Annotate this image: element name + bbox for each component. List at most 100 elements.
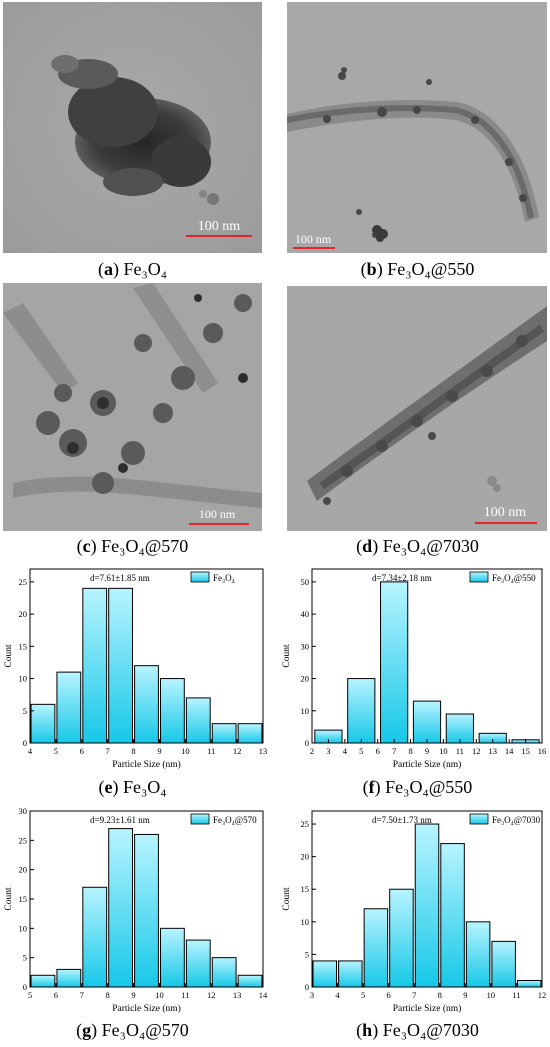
x-tick-label: 11 xyxy=(512,990,520,1000)
x-tick-label: 9 xyxy=(463,990,467,1000)
y-tick-label: 5 xyxy=(23,706,27,716)
x-tick-label: 5 xyxy=(54,746,58,756)
y-axis-label: Count xyxy=(4,887,14,911)
caption-name-c: Fe₃O₄@570 xyxy=(101,536,189,556)
y-tick-label: 20 xyxy=(301,674,310,684)
x-tick-label: 9 xyxy=(131,990,135,1000)
histogram-bar xyxy=(347,678,376,744)
histogram-bar xyxy=(237,723,263,744)
x-tick-label: 10 xyxy=(181,746,190,756)
histogram-bar xyxy=(185,697,211,744)
y-tick-label: 10 xyxy=(301,917,310,927)
y-tick-label: 20 xyxy=(19,865,28,875)
x-tick-label: 7 xyxy=(392,746,396,756)
plot-frame xyxy=(311,810,543,988)
x-tick-label: 3 xyxy=(310,990,314,1000)
x-tick-label: 5 xyxy=(361,990,365,1000)
legend-swatch xyxy=(469,813,489,825)
y-tick-label: 5 xyxy=(305,949,309,959)
histogram-bar xyxy=(414,823,440,988)
scale-label-b: 100 nm xyxy=(295,232,332,246)
x-tick-label: 4 xyxy=(343,746,348,756)
caption-c: (c) Fe₃O₄@570 xyxy=(76,536,189,556)
tem-micrograph-a: 100 nm xyxy=(3,2,262,253)
x-tick-label: 10 xyxy=(439,746,448,756)
y-axis-label: Count xyxy=(282,644,292,668)
histogram-bar xyxy=(56,671,82,744)
x-tick-label: 6 xyxy=(54,990,58,1000)
caption-letter-g: g xyxy=(82,1020,92,1040)
histogram-bar xyxy=(380,581,409,744)
legend-label: Fe₃O₄@7030 xyxy=(492,815,541,825)
x-axis-label: Particle Size (nm) xyxy=(112,759,181,770)
x-tick-label: 9 xyxy=(425,746,429,756)
caption-letter-e: e xyxy=(104,777,113,797)
caption-name-d: Fe₃O₄@7030 xyxy=(382,536,479,556)
x-tick-label: 9 xyxy=(157,746,161,756)
histogram-bar xyxy=(30,974,56,988)
x-tick-label: 6 xyxy=(80,746,84,756)
histogram-bar xyxy=(108,587,134,744)
legend-label: Fe₃O₄ xyxy=(213,573,235,583)
x-tick-label: 16 xyxy=(538,746,547,756)
tem-micrograph-d: 100 nm xyxy=(287,286,547,531)
x-tick-label: 12 xyxy=(233,746,242,756)
caption-letter-h: h xyxy=(362,1020,373,1040)
tem-image-c: 100 nm xyxy=(3,283,262,531)
x-tick-label: 3 xyxy=(326,746,330,756)
histogram-bar xyxy=(211,957,237,988)
y-tick-label: 30 xyxy=(301,641,310,651)
x-tick-label: 11 xyxy=(207,746,215,756)
histogram-bar xyxy=(134,665,159,744)
x-tick-label: 12 xyxy=(472,746,481,756)
histogram-bar xyxy=(516,979,542,988)
x-tick-label: 8 xyxy=(106,990,110,1000)
caption-name-a: Fe₃O₄ xyxy=(123,259,168,279)
histogram-bar xyxy=(108,828,134,988)
tem-image-d: 100 nm xyxy=(287,286,547,531)
y-tick-label: 30 xyxy=(19,806,28,816)
y-tick-label: 0 xyxy=(305,982,309,992)
x-axis-label: Particle Size (nm) xyxy=(393,759,462,770)
x-axis-label: Particle Size (nm) xyxy=(112,1003,181,1014)
caption-name-b: Fe₃O₄@550 xyxy=(387,259,475,279)
x-tick-label: 12 xyxy=(207,990,216,1000)
histogram-bar xyxy=(237,974,263,988)
tem-micrograph-b: 100 nm xyxy=(287,2,547,253)
y-tick-label: 50 xyxy=(301,577,310,587)
caption-d: (d) Fe₃O₄@7030 xyxy=(356,536,479,556)
x-axis-label: Particle Size (nm) xyxy=(393,1003,462,1014)
histogram-bar xyxy=(56,968,82,988)
caption-name-f: Fe₃O₄@550 xyxy=(385,777,473,797)
x-tick-label: 5 xyxy=(28,990,32,1000)
y-tick-label: 20 xyxy=(19,609,28,619)
x-tick-label: 8 xyxy=(438,990,442,1000)
caption-e: (e) Fe₃O₄ xyxy=(98,777,167,797)
histogram-bar xyxy=(159,678,185,744)
x-tick-label: 13 xyxy=(259,746,268,756)
x-tick-label: 10 xyxy=(487,990,496,1000)
caption-letter-f: f xyxy=(368,777,375,797)
x-tick-label: 14 xyxy=(505,746,514,756)
caption-name-e: Fe₃O₄ xyxy=(122,777,167,797)
tem-micrograph-c: 100 nm xyxy=(3,283,262,531)
histogram-bar xyxy=(491,940,516,988)
x-tick-label: 11 xyxy=(181,990,189,1000)
caption-letter-a: a xyxy=(103,259,113,279)
histogram-bar xyxy=(338,960,363,988)
caption-a: (a) Fe₃O₄ xyxy=(97,259,168,279)
tem-image-b: 100 nm xyxy=(287,2,547,253)
y-tick-label: 15 xyxy=(301,884,310,894)
histogram-bar xyxy=(389,888,414,988)
x-tick-label: 13 xyxy=(233,990,242,1000)
histogram-e: 4 5 6 7 8 9 10 11 12 13 0 5 10 15 20 25 Particle Size (n… xyxy=(4,568,268,770)
x-tick-label: 2 xyxy=(310,746,314,756)
histogram-bar xyxy=(445,713,474,744)
x-tick-label: 6 xyxy=(387,990,391,1000)
size-annotation: d=9.23±1.61 nm xyxy=(90,815,150,825)
histogram-bar xyxy=(363,908,389,988)
histogram-bar xyxy=(159,927,185,988)
y-tick-label: 0 xyxy=(23,738,27,748)
histogram-bar xyxy=(82,587,108,744)
